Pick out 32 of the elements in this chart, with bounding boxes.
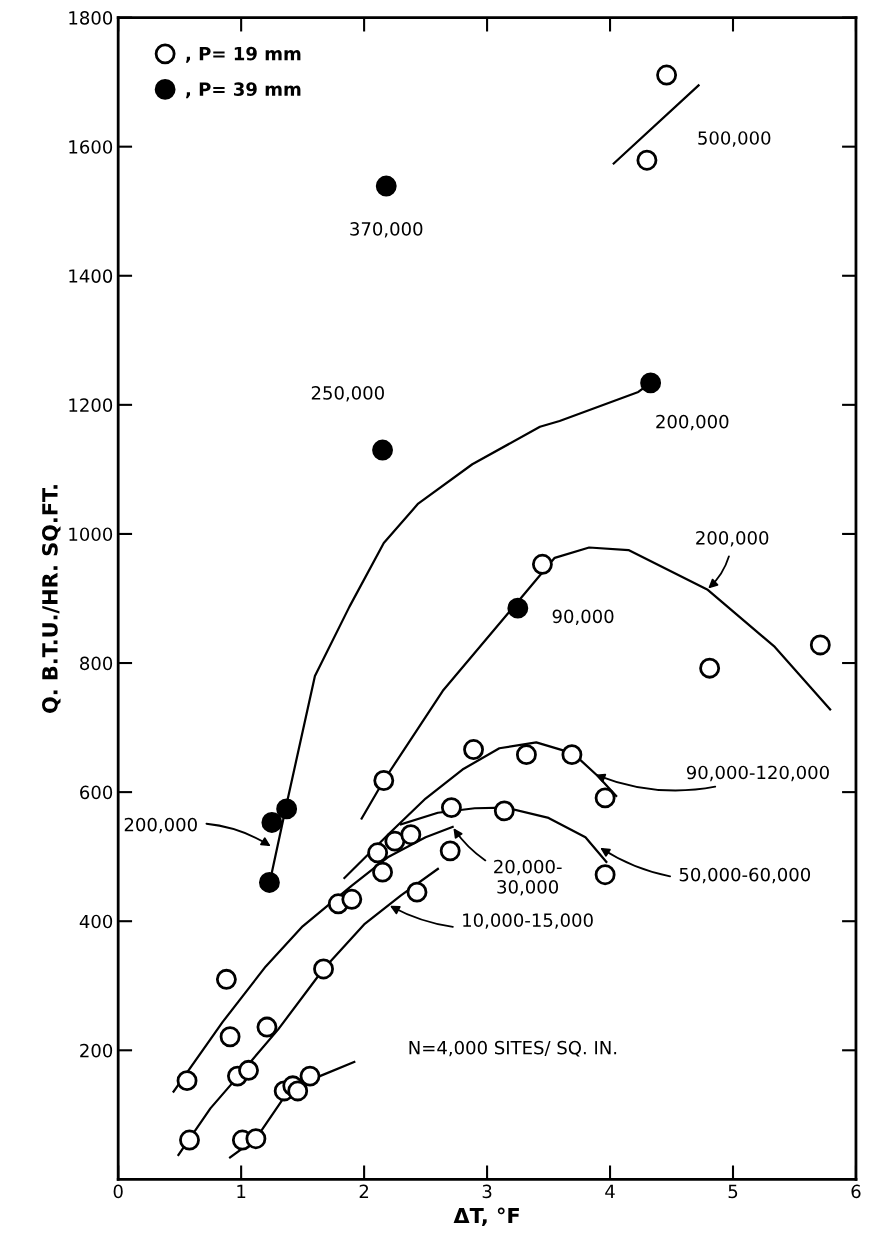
y-tick-label: 1800 bbox=[69, 11, 113, 25]
annotation: 500,000 bbox=[698, 131, 771, 147]
annotation: 200,000 bbox=[124, 817, 197, 834]
x-tick-label: 1 bbox=[237, 1184, 246, 1198]
annotation: 200,000 bbox=[696, 531, 769, 547]
annotation: 50,000-60,000 bbox=[679, 867, 811, 884]
annotation: 90,000 bbox=[552, 609, 614, 625]
x-tick-label: 6 bbox=[851, 1184, 861, 1199]
annotation: 10,000-15,000 bbox=[463, 913, 593, 929]
x-tick-label: 2 bbox=[359, 1184, 369, 1198]
legend-label: , P= 39 mm bbox=[185, 82, 301, 99]
annotation: 250,000 bbox=[311, 386, 384, 402]
legend-label: , P= 19 mm bbox=[185, 46, 301, 63]
x-tick-label: 0 bbox=[113, 1184, 123, 1199]
annotation: 20,000- 30,000 bbox=[494, 859, 562, 896]
annotation: 370,000 bbox=[350, 222, 423, 238]
annotation: 90,000-120,000 bbox=[686, 765, 829, 782]
y-tick-label: 1000 bbox=[69, 527, 113, 542]
y-tick-label: 800 bbox=[80, 656, 113, 671]
y-tick-label: 1400 bbox=[69, 269, 113, 283]
y-tick-label: 1200 bbox=[69, 398, 113, 412]
x-tick-label: 4 bbox=[605, 1184, 615, 1198]
x-axis-title: ΔT, °F bbox=[453, 1207, 519, 1227]
annotation: 200,000 bbox=[656, 414, 729, 431]
y-tick-label: 1600 bbox=[69, 140, 113, 154]
y-tick-label: 600 bbox=[80, 785, 113, 800]
x-tick-label: 3 bbox=[482, 1184, 492, 1199]
y-axis-title: Q. B.T.U./HR. SQ.FT. bbox=[42, 485, 61, 713]
x-tick-label: 5 bbox=[728, 1184, 738, 1199]
y-tick-label: 200 bbox=[80, 1043, 113, 1058]
annotation: N=4,000 SITES/ SQ. IN. bbox=[409, 1040, 617, 1057]
y-tick-label: 400 bbox=[79, 914, 113, 929]
